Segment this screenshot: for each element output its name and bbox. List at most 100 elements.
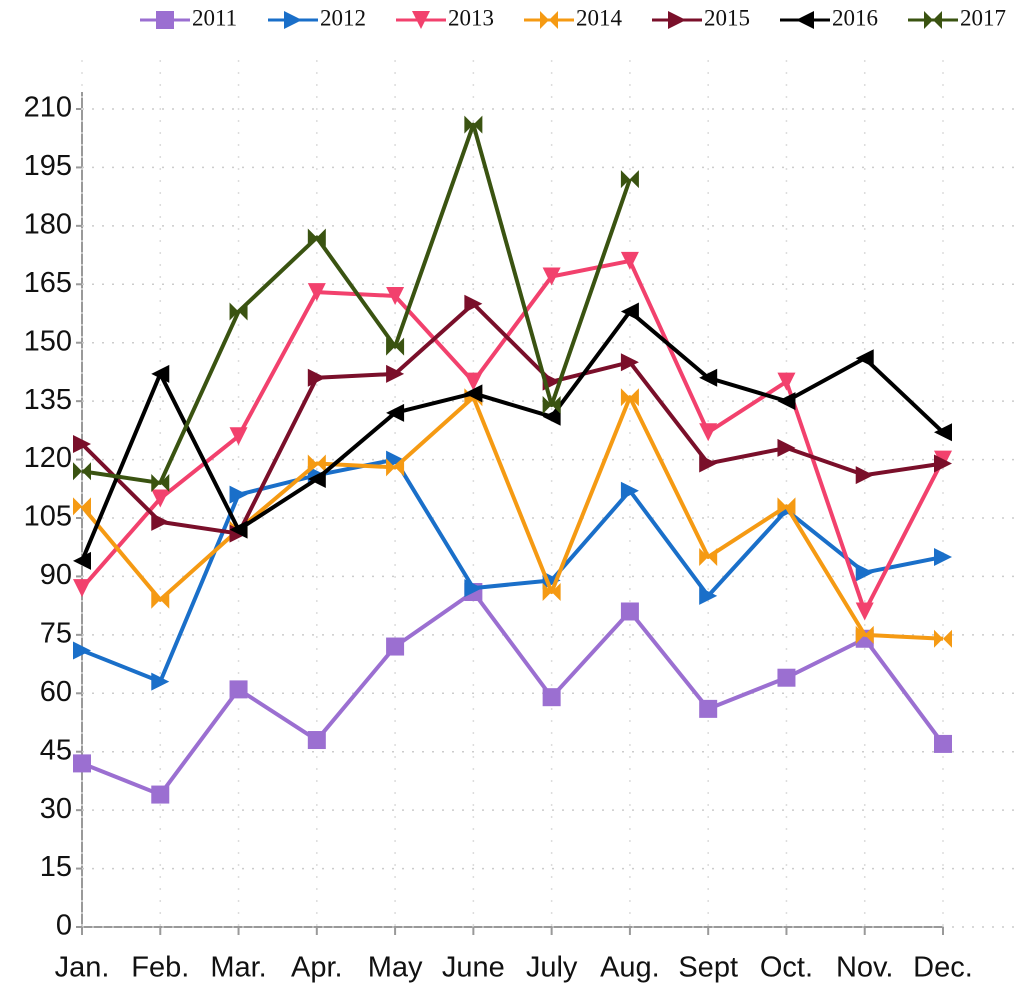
data-point — [934, 547, 952, 566]
x-tick-label: Aug. — [600, 952, 660, 984]
series-line — [80, 301, 944, 536]
data-point — [151, 672, 170, 691]
data-point — [542, 583, 561, 602]
data-point — [699, 547, 718, 566]
legend-marker — [668, 11, 686, 29]
data-point — [73, 641, 91, 660]
data-point — [73, 434, 91, 453]
legend-marker — [924, 11, 942, 29]
data-point — [151, 473, 170, 492]
data-point — [307, 368, 326, 387]
data-point — [151, 512, 170, 531]
y-tick-label: 150 — [24, 325, 72, 357]
x-tick-label: June — [442, 952, 505, 984]
data-point — [855, 625, 874, 644]
legend-label: 2016 — [832, 5, 878, 30]
data-point — [151, 364, 170, 383]
series-line — [81, 122, 632, 485]
legend-label: 2013 — [448, 5, 494, 30]
data-point — [386, 337, 405, 356]
x-tick-label: Jan. — [55, 952, 110, 984]
y-tick-label: 15 — [40, 851, 72, 883]
y-tick-label: 165 — [24, 267, 72, 299]
data-point — [151, 785, 170, 804]
x-tick-label: July — [526, 952, 578, 984]
data-point — [620, 170, 639, 189]
data-point — [229, 485, 248, 504]
y-tick-label: 135 — [24, 384, 72, 416]
data-point — [386, 286, 405, 305]
series-line — [80, 258, 945, 614]
data-point — [151, 590, 170, 609]
data-point — [699, 423, 718, 442]
data-point — [307, 470, 326, 489]
data-point — [620, 481, 639, 500]
y-tick-label: 60 — [40, 676, 72, 708]
data-point — [699, 368, 718, 387]
x-tick-label: Mar. — [210, 952, 266, 984]
data-point — [307, 731, 326, 750]
data-point — [464, 372, 483, 391]
data-point — [73, 579, 91, 598]
data-point — [620, 302, 639, 321]
data-point — [620, 602, 639, 621]
data-point — [464, 579, 483, 598]
x-tick-label: Apr. — [291, 952, 343, 984]
data-point — [777, 392, 796, 411]
data-point — [307, 283, 326, 302]
x-tick-label: Nov. — [836, 952, 893, 984]
data-point — [934, 734, 952, 753]
legend-label: 2015 — [704, 5, 750, 30]
data-point — [73, 497, 91, 516]
x-tick-label: Feb. — [131, 952, 189, 984]
x-tick-label: May — [368, 952, 423, 984]
data-point — [699, 699, 718, 718]
data-point — [699, 454, 718, 473]
legend-marker — [284, 11, 302, 29]
series-line — [80, 395, 944, 641]
data-point — [855, 602, 874, 621]
data-point — [229, 302, 248, 321]
data-point — [229, 427, 248, 446]
data-point — [620, 353, 639, 372]
data-point — [542, 688, 561, 707]
y-tick-label: 45 — [40, 734, 72, 766]
data-point — [855, 349, 874, 368]
data-point — [307, 454, 326, 473]
data-point — [73, 462, 91, 481]
data-point — [934, 454, 952, 473]
legend-label: 2014 — [576, 5, 623, 30]
legend-marker — [412, 11, 430, 29]
legend-marker — [540, 11, 558, 29]
y-tick-label: 210 — [24, 92, 72, 124]
data-point — [307, 228, 326, 247]
legend-marker — [796, 11, 814, 29]
legend-marker — [156, 11, 174, 29]
data-point — [777, 668, 796, 687]
data-point — [73, 754, 91, 773]
data-point — [386, 458, 405, 477]
series-line — [81, 457, 944, 684]
y-tick-label: 120 — [24, 442, 72, 474]
y-tick-label: 180 — [24, 209, 72, 241]
data-point — [777, 372, 796, 391]
y-tick-label: 105 — [24, 501, 72, 533]
data-point — [855, 466, 874, 485]
data-point — [777, 438, 796, 457]
data-point — [229, 680, 248, 699]
x-tick-label: Sept — [678, 952, 738, 984]
data-point — [855, 563, 874, 582]
data-point — [777, 497, 796, 516]
y-tick-label: 75 — [40, 618, 72, 650]
data-point — [464, 294, 483, 313]
y-tick-label: 30 — [40, 793, 72, 825]
data-point — [620, 388, 639, 407]
legend-label: 2017 — [960, 5, 1006, 30]
series-line — [80, 309, 945, 562]
x-tick-label: Dec. — [913, 952, 973, 984]
data-point — [386, 403, 405, 422]
y-tick-label: 0 — [56, 910, 72, 942]
data-point — [464, 384, 483, 403]
data-point — [934, 423, 952, 442]
